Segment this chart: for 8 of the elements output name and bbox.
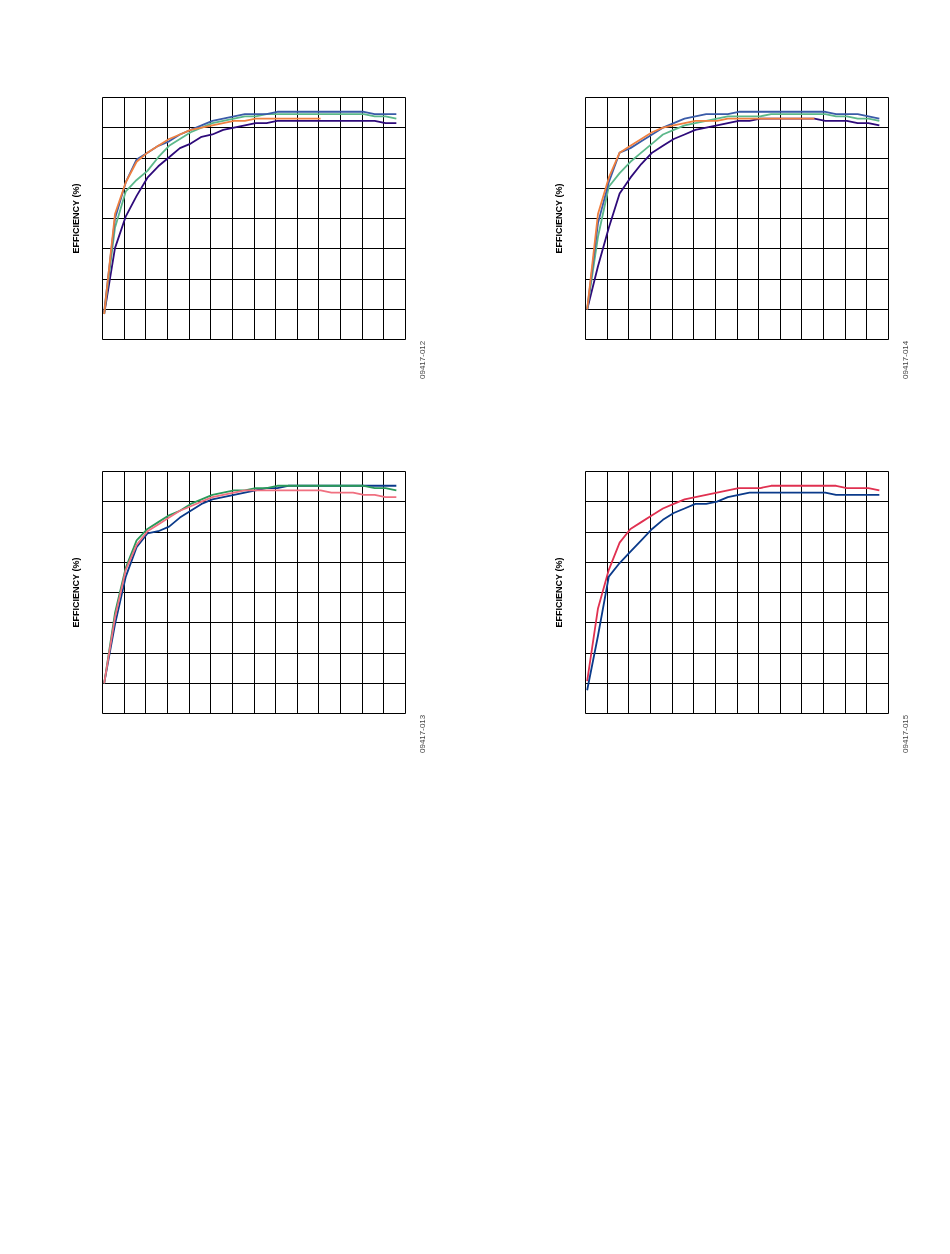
text: 09417-015: [901, 714, 910, 753]
y-axis-title: EFFICIENCY (%): [553, 183, 564, 254]
y-axis-title: EFFICIENCY (%): [553, 557, 564, 628]
text: 09417-013: [418, 714, 427, 753]
text: 09417-012: [418, 340, 427, 379]
y-axis-title: EFFICIENCY (%): [70, 183, 81, 254]
text: 09417-014: [901, 340, 910, 379]
y-axis-title: EFFICIENCY (%): [70, 557, 81, 628]
